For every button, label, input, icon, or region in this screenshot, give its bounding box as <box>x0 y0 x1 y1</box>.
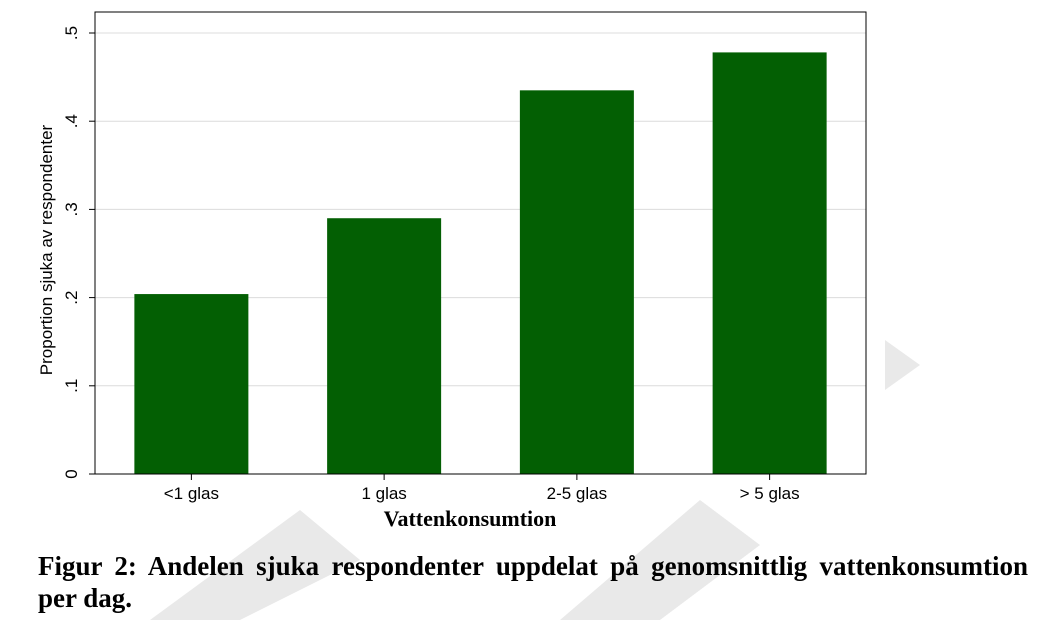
x-tick-label: <1 glas <box>164 484 219 503</box>
tick-layer: 0 .1 .2 .3 .4 .5 <1 glas 1 glas 2-5 glas > 5 glas <box>62 26 800 503</box>
y-tick-label: 0 <box>62 469 81 478</box>
y-tick-label: .2 <box>62 291 81 305</box>
x-axis-title: Vattenkonsumtion <box>384 506 557 531</box>
plot-frame <box>94 11 867 475</box>
x-tick-label: > 5 glas <box>740 484 800 503</box>
y-axis-title: Proportion sjuka av respondenter <box>37 124 56 375</box>
watermark-shape-mid <box>560 500 760 620</box>
y-tick-label: .3 <box>62 202 81 216</box>
x-tick-label: 2-5 glas <box>547 484 607 503</box>
figure-caption: Figur 2: Andelen sjuka respondenter uppd… <box>38 551 1028 613</box>
watermark-shape-left <box>150 510 360 620</box>
y-tick-label: .1 <box>62 379 81 393</box>
bar <box>712 52 827 475</box>
y-tick-label: .4 <box>62 114 81 128</box>
y-tick-label: .5 <box>62 26 81 40</box>
bar-chart: 0 .1 .2 .3 .4 .5 <1 glas 1 glas 2-5 glas > 5 glas… <box>37 11 867 531</box>
x-tick-label: 1 glas <box>361 484 406 503</box>
watermark-shape-right <box>885 340 920 390</box>
bar <box>134 294 249 474</box>
bar <box>519 90 634 474</box>
bars-layer <box>134 52 827 475</box>
axes-layer <box>94 11 867 475</box>
bar <box>327 218 442 474</box>
